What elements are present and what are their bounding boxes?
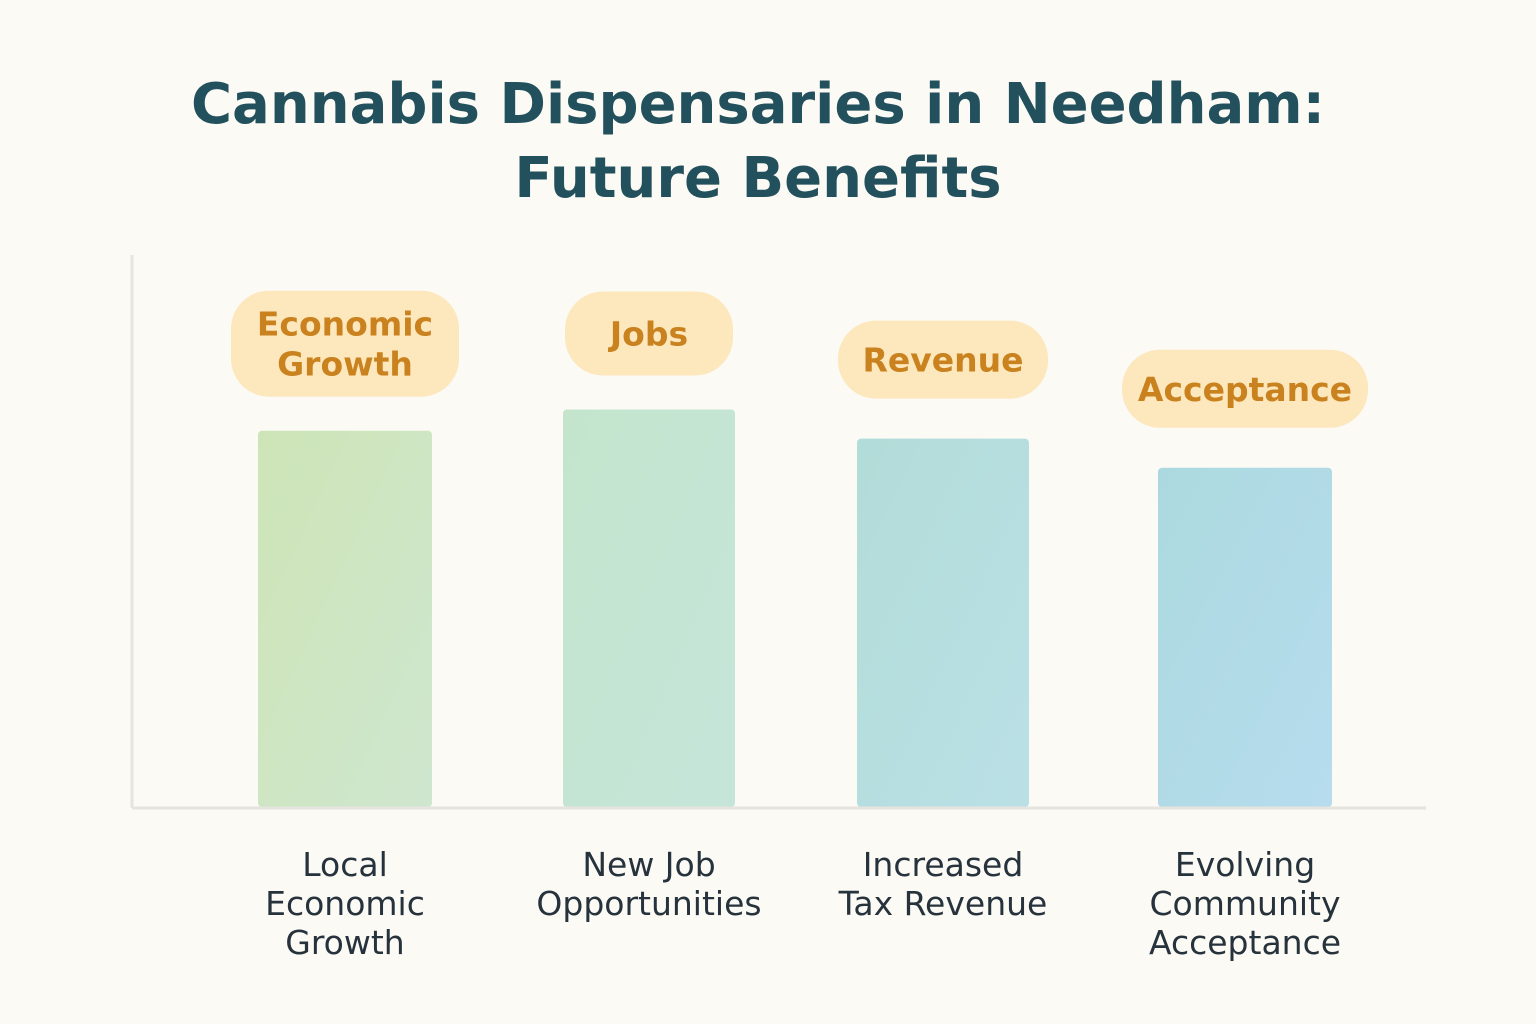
bar-annotation-pill — [1122, 349, 1368, 428]
bar — [563, 409, 735, 807]
bar-annotation-label: Economic — [257, 305, 433, 344]
bar — [857, 438, 1029, 807]
bar-annotation-label: Acceptance — [1138, 370, 1352, 409]
x-tick-label: Increased — [863, 845, 1024, 884]
x-tick-label: Local — [302, 845, 388, 884]
x-tick-label: Growth — [285, 923, 404, 962]
x-tick-label: Tax Revenue — [838, 884, 1048, 923]
bar-annotation-pill — [231, 290, 459, 397]
bar-annotation-label: Jobs — [608, 315, 688, 354]
x-tick-label: Opportunities — [536, 884, 761, 923]
x-tick-label: Evolving — [1175, 845, 1315, 884]
bars — [258, 409, 1332, 807]
x-tick-label: New Job — [582, 845, 715, 884]
bar-annotation-label: Revenue — [862, 341, 1023, 380]
bar-annotation-label: Growth — [277, 345, 413, 384]
x-tick-label: Community — [1150, 884, 1341, 923]
chart-title-line: Future Benefits — [514, 146, 1001, 211]
chart-title: Cannabis Dispensaries in Needham: Future … — [191, 72, 1325, 211]
chart-title-line: Cannabis Dispensaries in Needham: — [191, 72, 1325, 137]
x-tick-label: Economic — [265, 884, 425, 923]
bar — [258, 430, 432, 807]
x-tick-label: Acceptance — [1149, 923, 1341, 962]
bar-annotation-pill — [838, 320, 1048, 399]
bar-annotation-pill — [565, 291, 733, 376]
bar — [1158, 467, 1332, 807]
